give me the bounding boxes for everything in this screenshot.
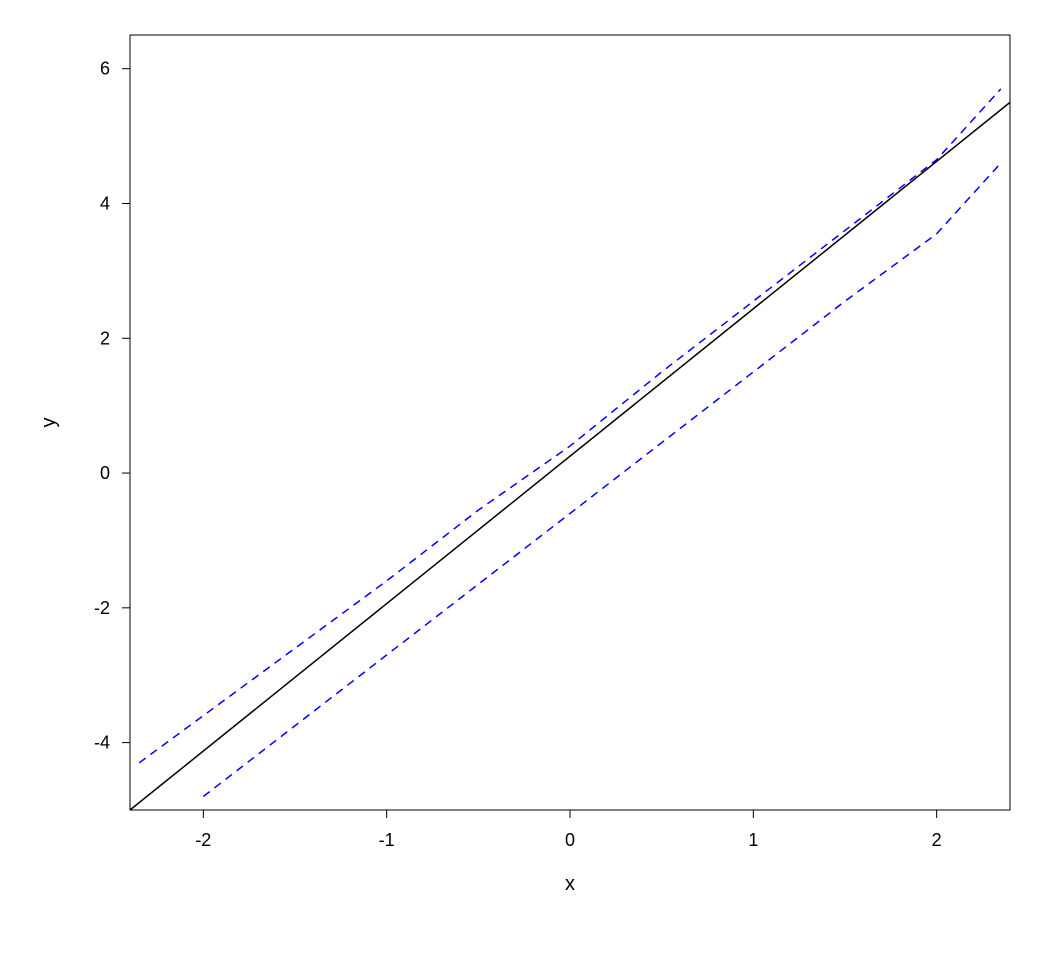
y-tick-label: -2 — [94, 598, 110, 618]
x-tick-label: 1 — [748, 830, 758, 850]
y-tick-label: 2 — [100, 328, 110, 348]
y-tick-label: -4 — [94, 733, 110, 753]
x-tick-label: -2 — [195, 830, 211, 850]
y-tick-label: 4 — [100, 193, 110, 213]
line-chart: -2 -1 0 1 2 -4 -2 0 2 4 6 x y — [0, 0, 1049, 955]
y-axis-label: y — [38, 418, 60, 428]
x-tick-label: -1 — [379, 830, 395, 850]
y-tick-label: 6 — [100, 59, 110, 79]
chart-container: -2 -1 0 1 2 -4 -2 0 2 4 6 x y — [0, 0, 1049, 955]
x-axis-label: x — [565, 873, 575, 895]
x-tick-label: 0 — [565, 830, 575, 850]
x-tick-label: 2 — [932, 830, 942, 850]
y-tick-label: 0 — [100, 463, 110, 483]
